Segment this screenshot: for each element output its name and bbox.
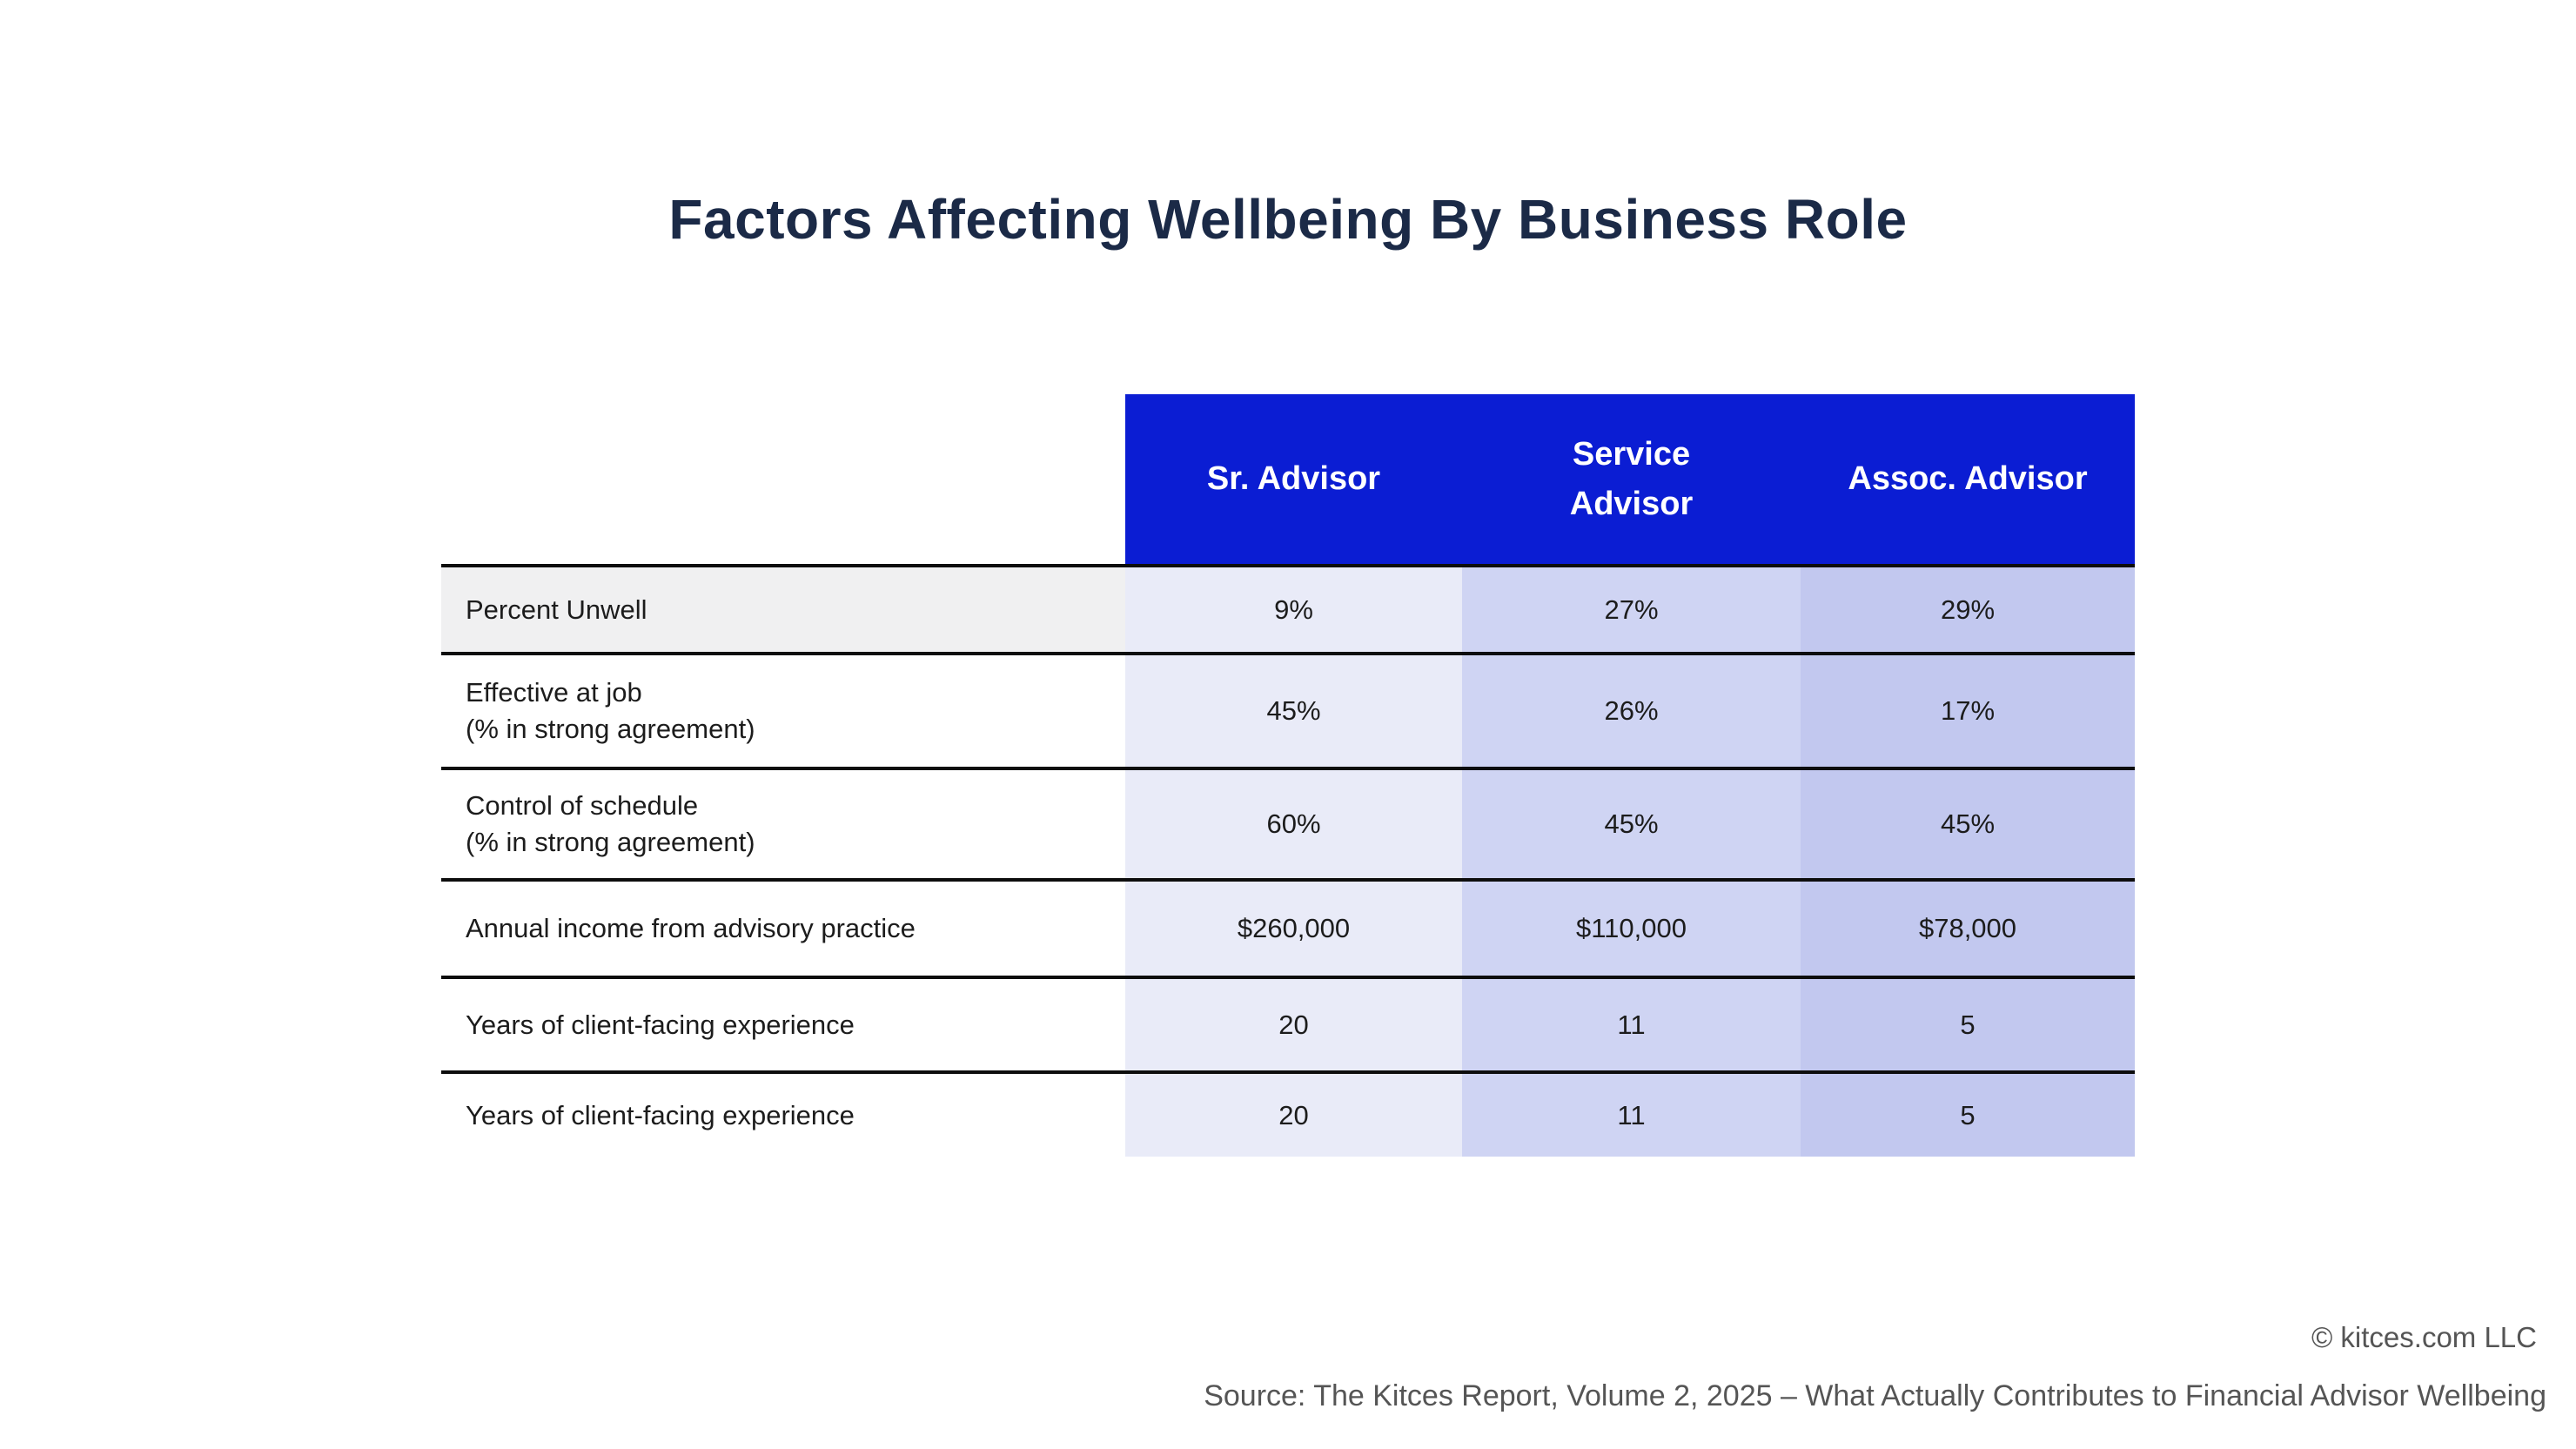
table-row-years-experience-duplicate: Years of client-facing experience 20 11 … bbox=[441, 1070, 2135, 1157]
table-cell: 20 bbox=[1125, 1074, 1462, 1157]
row-label: Control of schedule (% in strong agreeme… bbox=[466, 790, 755, 857]
table-cell: 45% bbox=[1801, 770, 2135, 878]
row-label: Years of client-facing experience bbox=[466, 1099, 855, 1130]
row-label: Percent Unwell bbox=[441, 567, 1125, 652]
table-cell: 5 bbox=[1801, 1074, 2135, 1157]
table-cell: $260,000 bbox=[1125, 882, 1462, 976]
table-header-row: Sr. Advisor Service Advisor Assoc. Advis… bbox=[441, 394, 2135, 564]
table-cell: 27% bbox=[1462, 567, 1801, 652]
row-label: Effective at job (% in strong agreement) bbox=[466, 677, 755, 744]
row-label: Annual income from advisory practice bbox=[466, 913, 916, 944]
table-cell: 60% bbox=[1125, 770, 1462, 878]
column-header-assoc-advisor: Assoc. Advisor bbox=[1801, 394, 2135, 564]
table-row-years-experience: Years of client-facing experience 20 11 … bbox=[441, 976, 2135, 1070]
table-cell: 5 bbox=[1801, 979, 2135, 1070]
table-cell: 45% bbox=[1125, 655, 1462, 767]
column-header-sr-advisor: Sr. Advisor bbox=[1125, 394, 1462, 564]
table-cell: 11 bbox=[1462, 1074, 1801, 1157]
copyright-notice: © kitces.com LLC bbox=[2311, 1321, 2537, 1353]
table-cell: 26% bbox=[1462, 655, 1801, 767]
table-cell: 17% bbox=[1801, 655, 2135, 767]
table-cell: 9% bbox=[1125, 567, 1462, 652]
source-citation: Source: The Kitces Report, Volume 2, 202… bbox=[1204, 1379, 2546, 1412]
table-cell: 20 bbox=[1125, 979, 1462, 1070]
table-cell: 29% bbox=[1801, 567, 2135, 652]
table-cell: $110,000 bbox=[1462, 882, 1801, 976]
table-cell: 11 bbox=[1462, 979, 1801, 1070]
chart-title: Factors Affecting Wellbeing By Business … bbox=[668, 188, 1908, 251]
table-row-percent-unwell: Percent Unwell 9% 27% 29% bbox=[441, 564, 2135, 652]
header-spacer-cell bbox=[441, 394, 1125, 564]
table-cell: 45% bbox=[1462, 770, 1801, 878]
row-label: Years of client-facing experience bbox=[466, 1009, 855, 1040]
table-row-control-of-schedule: Control of schedule (% in strong agreeme… bbox=[441, 767, 2135, 878]
table-cell: $78,000 bbox=[1801, 882, 2135, 976]
table-row-effective-at-job: Effective at job (% in strong agreement)… bbox=[441, 652, 2135, 767]
wellbeing-table: Sr. Advisor Service Advisor Assoc. Advis… bbox=[441, 394, 2135, 1157]
column-header-service-advisor: Service Advisor bbox=[1462, 394, 1801, 564]
table-row-annual-income: Annual income from advisory practice $26… bbox=[441, 878, 2135, 976]
